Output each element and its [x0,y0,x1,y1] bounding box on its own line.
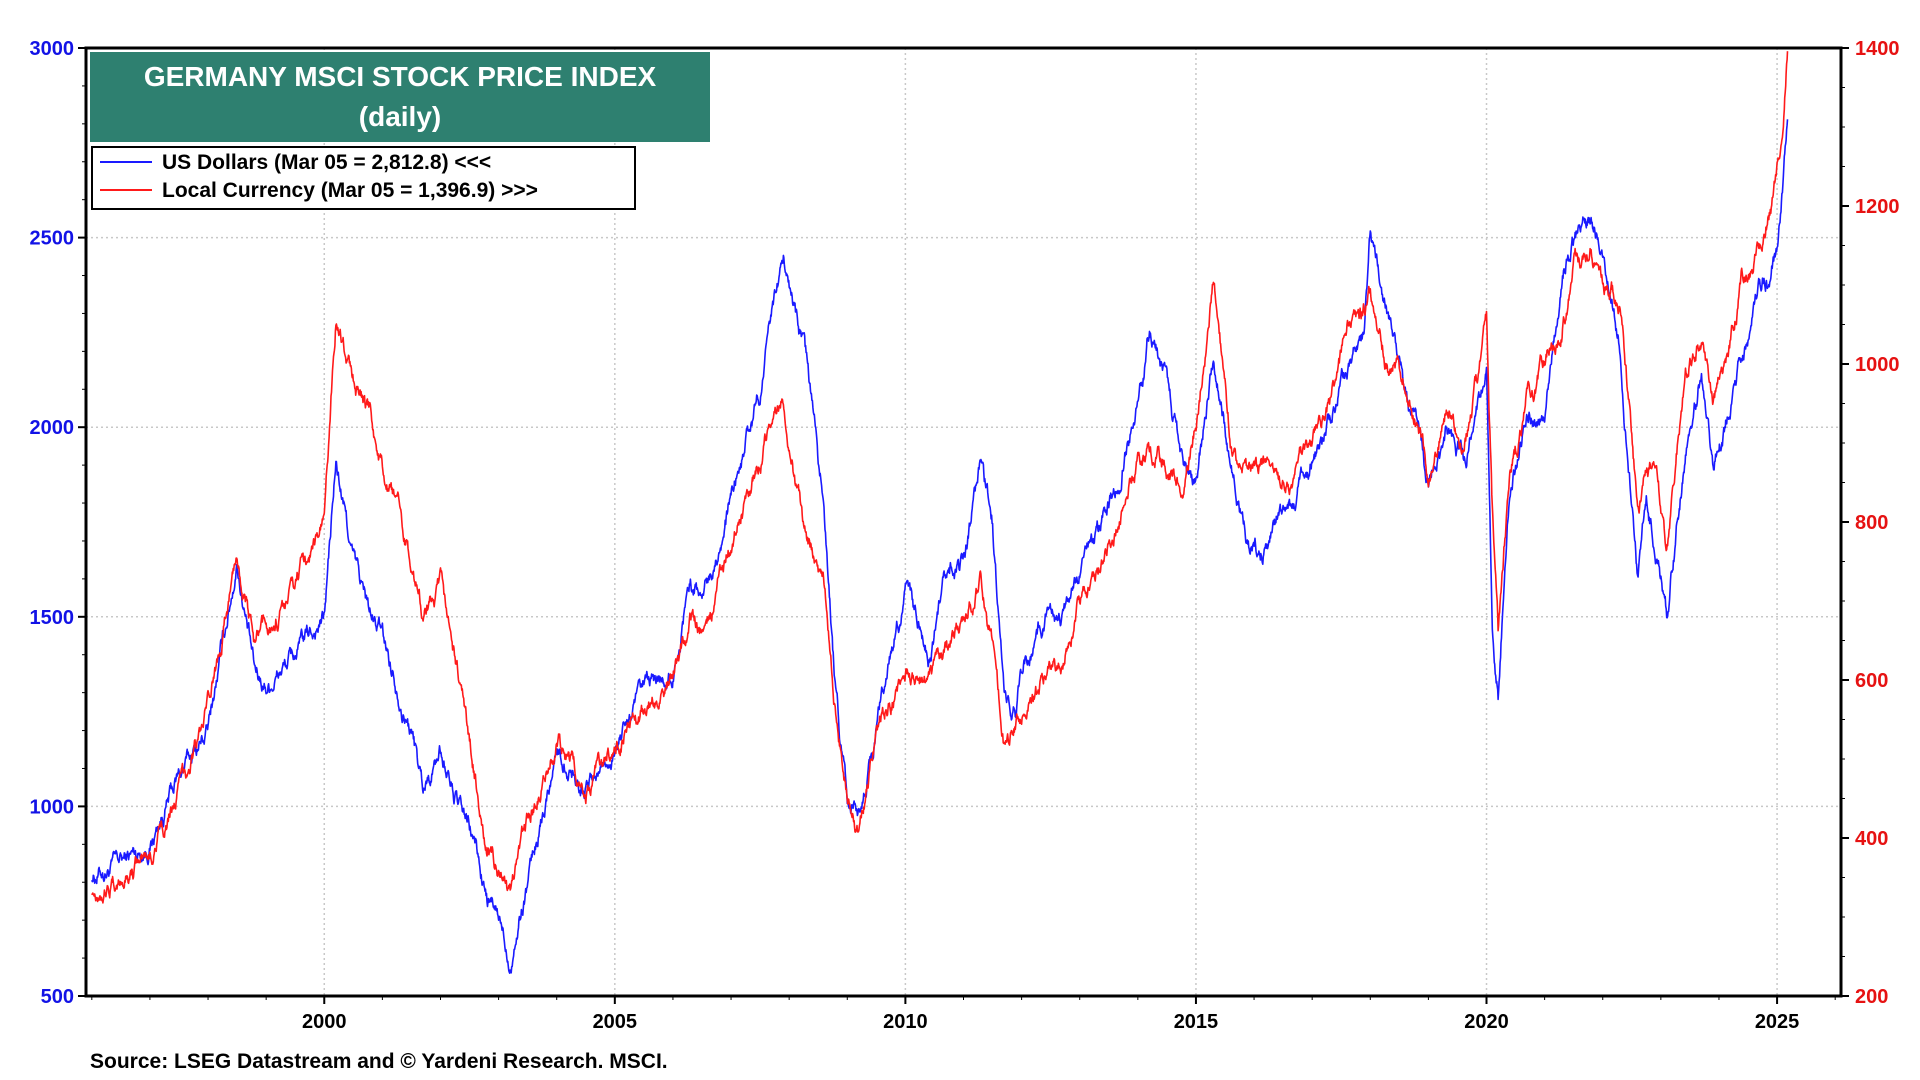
x-tick-label: 2015 [1174,1011,1219,1033]
right-tick-label: 1000 [1855,354,1900,376]
chart-subtitle: (daily) [359,101,441,132]
legend-label-local: Local Currency (Mar 05 = 1,396.9) >>> [162,179,538,202]
series-lines [91,51,1789,974]
right-tick-label: 600 [1855,670,1888,692]
legend: US Dollars (Mar 05 = 2,812.8) <<< Local … [91,146,636,210]
right-axis: 1400 1200 1000 800 600 400 200 [1841,38,1900,1008]
x-tick-label: 2010 [883,1011,928,1033]
left-tick-label: 3000 [30,38,75,60]
x-tick-label: 2025 [1755,1011,1800,1033]
right-tick-label: 200 [1855,986,1888,1008]
x-tick-label: 2005 [593,1011,638,1033]
left-axis: 3000 2500 2000 1500 1000 500 [30,38,86,1008]
x-tick-label: 2000 [302,1011,347,1033]
left-tick-label: 1000 [30,796,75,818]
right-tick-label: 1400 [1855,38,1900,60]
left-tick-label: 500 [41,986,74,1008]
right-tick-label: 1200 [1855,196,1900,218]
left-tick-label: 1500 [30,607,75,629]
right-tick-label: 800 [1855,512,1888,534]
source-note: Source: LSEG Datastream and © Yardeni Re… [90,1050,668,1073]
grid [86,48,1841,996]
title-box [90,52,710,142]
chart-title: GERMANY MSCI STOCK PRICE INDEX [144,61,657,92]
legend-box [91,146,636,210]
x-axis: 2000 2005 2010 2015 2020 2025 [91,996,1836,1033]
x-tick-label: 2020 [1464,1011,1509,1033]
usd-series-line [91,119,1789,974]
legend-label-usd: US Dollars (Mar 05 = 2,812.8) <<< [162,151,491,174]
left-tick-label: 2000 [30,417,75,439]
right-tick-label: 400 [1855,828,1888,850]
left-tick-label: 2500 [30,228,75,250]
local-currency-series-line [91,51,1789,904]
